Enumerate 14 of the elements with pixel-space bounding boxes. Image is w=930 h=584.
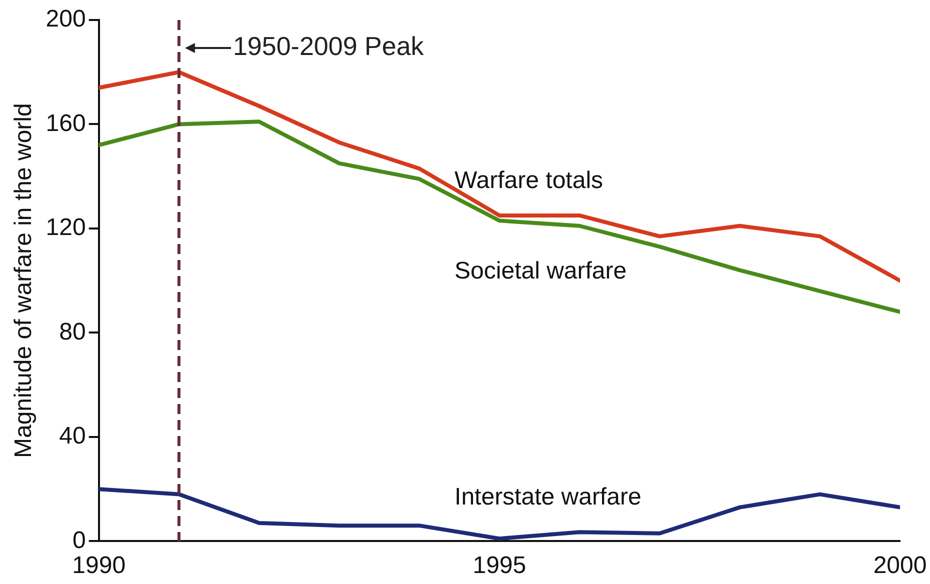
y-tick-label: 0 — [72, 526, 86, 554]
y-tick-label: 200 — [46, 6, 86, 33]
series-label: Interstate warfare — [454, 484, 642, 511]
y-tick-label: 40 — [59, 422, 86, 450]
ref-line-label: 1950-2009 Peak — [232, 31, 425, 62]
series-label: Societal warfare — [454, 258, 627, 284]
y-tick-label: 80 — [59, 318, 86, 346]
y-tick-label: 120 — [46, 214, 86, 242]
series-label: Warfare totals — [454, 167, 604, 194]
x-tick-label: 1995 — [472, 552, 526, 580]
x-tick-label: 1990 — [72, 552, 126, 580]
y-tick-label: 160 — [46, 110, 86, 137]
y-axis-title: Magnitude of warfare in the world — [10, 103, 38, 458]
x-tick-label: 2000 — [873, 552, 927, 580]
